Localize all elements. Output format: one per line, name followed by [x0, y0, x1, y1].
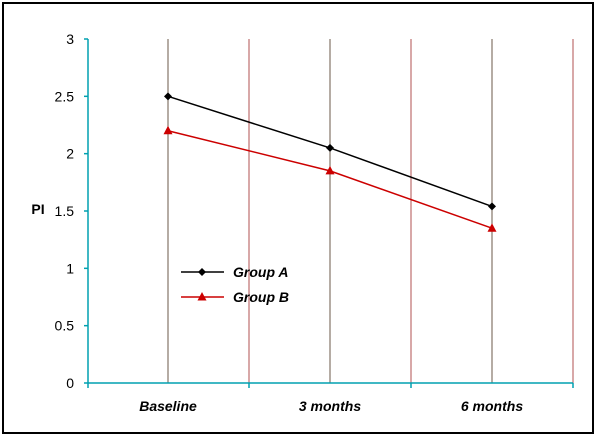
y-tick-label-1: 0.5: [55, 318, 75, 334]
series-2-point-3: [487, 223, 497, 232]
y-tick-label-6: 3: [66, 31, 74, 47]
legend-marker-1: [198, 268, 206, 276]
series-2-point-2: [325, 165, 335, 175]
legend-marker-2: [197, 292, 207, 301]
x-tick-label-3: 6 months: [461, 398, 523, 414]
y-tick-label-0: 0: [66, 375, 74, 391]
y-tick-label-3: 1.5: [55, 203, 75, 219]
series-1-point-3: [488, 202, 496, 211]
legend: Group A Group B: [181, 264, 289, 305]
axis-layer: 0 0.5 1 1.5 2 2.5 3 Baseline 3 months 6 months: [55, 31, 574, 414]
x-tick-label-2: 3 months: [299, 398, 361, 414]
legend-label-1: Group A: [233, 264, 288, 280]
series-1-point-2: [326, 143, 334, 152]
y-tick-label-2: 1: [66, 260, 74, 276]
x-tick-label-1: Baseline: [139, 398, 197, 414]
chart-frame: [2, 2, 594, 434]
series-layer: [163, 92, 497, 232]
legend-label-2: Group B: [233, 289, 289, 305]
y-axis-title: PI: [31, 201, 44, 217]
y-tick-label-5: 2.5: [55, 88, 75, 104]
series-2-point-1: [163, 125, 173, 135]
grid-layer: [167, 39, 574, 383]
series-1-point-1: [164, 92, 172, 101]
y-tick-label-4: 2: [66, 146, 74, 162]
